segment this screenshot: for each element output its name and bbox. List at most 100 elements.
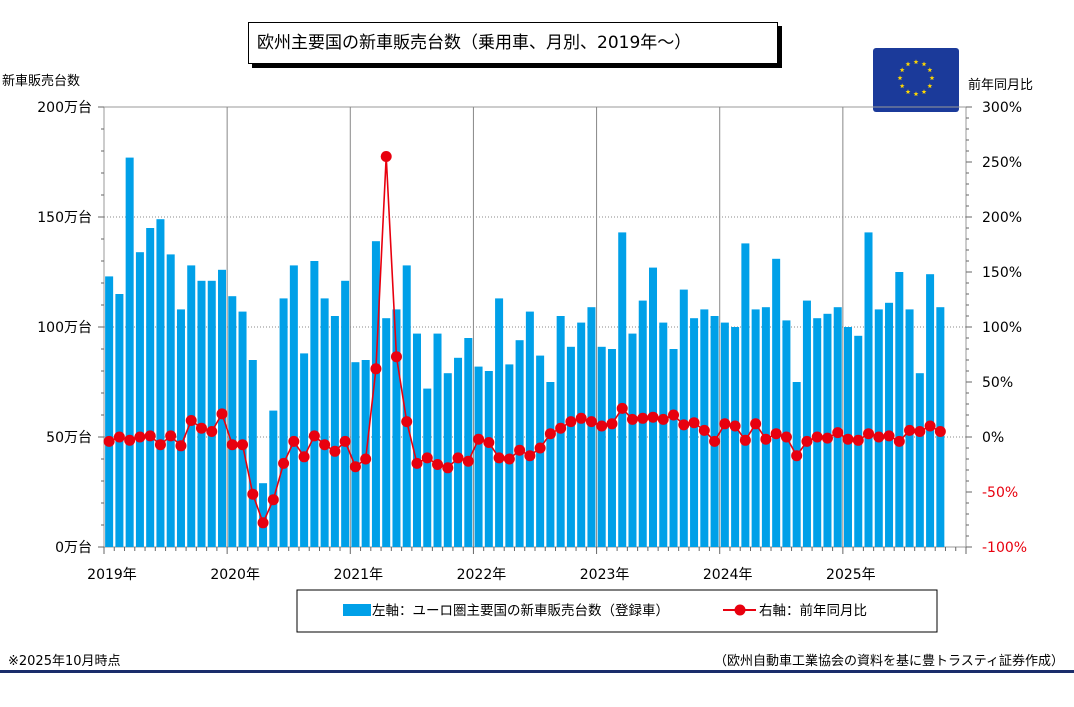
yoy-point [411,457,423,469]
flag-star [921,61,927,67]
yoy-point [811,431,823,443]
yoy-point [195,422,207,434]
yoy-point [524,450,536,462]
bar-mark [618,232,627,547]
left-tick-label: 150万台 [37,210,92,226]
yoy-point [904,424,916,436]
flag-star [897,75,903,81]
left-tick-label: 0万台 [55,540,92,556]
bar-mark [690,318,699,547]
footnote-source: （欧州自動車工業協会の資料を基に豊トラスティ証券作成） [714,654,1064,669]
legend-bar-label: 左軸：ユーロ圏主要国の新車販売台数（登録車） [372,603,669,619]
bar-mark [607,349,616,547]
bar-mark [125,157,134,547]
yoy-point [339,435,351,447]
bar-mark [720,322,729,547]
yoy-point [288,435,300,447]
bar-mark [115,294,124,547]
bar-mark [320,298,329,547]
flag-star [913,91,919,97]
bar-mark [166,254,175,547]
bar-mark [248,360,257,547]
bar-mark [915,373,924,547]
yoy-point [442,462,454,474]
bar-mark [628,333,637,547]
bar-mark [279,298,288,547]
yoy-point [565,416,577,428]
bar-mark [926,274,935,547]
yoy-point [421,452,433,464]
yoy-point [226,439,238,451]
bar-mark [823,313,832,547]
right-tick-label: 100% [982,320,1022,336]
yoy-point [750,418,762,430]
yoy-point [432,459,444,470]
right-tick-label: 250% [982,155,1022,171]
yoy-point [760,433,772,445]
legend-line-label: 右軸：前年同月比 [759,602,867,619]
bar-mark [864,232,873,547]
yoy-point [626,413,638,425]
bar-mark [341,280,350,547]
legend-box [296,589,938,633]
yoy-point [308,430,320,442]
legend-bar-swatch [343,604,371,616]
yoy-point [514,444,526,456]
yoy-point [596,420,608,432]
bar-mark [289,265,298,547]
yoy-point [298,451,310,463]
yoy-point [237,439,249,451]
right-tick-label: 200% [982,210,1022,226]
flag-star [905,61,911,67]
bar-mark [433,333,442,547]
yoy-point [585,416,597,428]
bar-mark [105,276,114,547]
left-tick-label: 50万台 [46,430,92,446]
yoy-point [914,426,926,437]
year-label: 2025年 [826,567,876,583]
eu-flag-icon [873,48,959,112]
bar-mark [402,265,411,547]
bar-mark [792,382,801,547]
bar-mark [238,311,247,547]
bar-mark [464,338,473,547]
yoy-point [452,452,464,464]
right-tick-label: 50% [982,375,1013,391]
yoy-point [493,452,505,464]
yoy-point [883,430,895,442]
yoy-point [791,450,803,462]
yoy-point [113,431,125,443]
flag-star [921,89,927,94]
bar-mark [679,289,688,547]
bar-mark [197,280,206,547]
yoy-point [842,433,854,445]
bar-mark [885,302,894,547]
yoy-point [206,426,218,437]
bar-mark [351,362,360,547]
yoy-point [606,418,618,430]
legend: 左軸：ユーロ圏主要国の新車販売台数（登録車） 右軸：前年同月比 [296,589,938,633]
yoy-point [657,413,669,425]
flag-star [929,75,935,81]
bar-mark [474,366,483,547]
bar-mark [135,252,144,547]
yoy-point [401,416,413,428]
yoy-point [503,453,515,465]
left-axis-title: 新車販売台数 [2,74,81,89]
yoy-point [709,435,721,447]
bar-series [105,157,945,547]
bar-mark [659,322,668,547]
bar-mark [649,267,658,547]
bar-mark [669,349,678,547]
yoy-point [863,428,875,440]
line-series [103,151,946,529]
yoy-point [821,432,833,444]
right-axis-title: 前年同月比 [968,78,1034,93]
right-tick-label: 300% [982,100,1022,116]
yoy-point [637,412,649,424]
yoy-point [360,453,372,465]
yoy-point [175,440,187,452]
yoy-point [801,435,813,447]
right-tick-label: 150% [982,265,1022,281]
